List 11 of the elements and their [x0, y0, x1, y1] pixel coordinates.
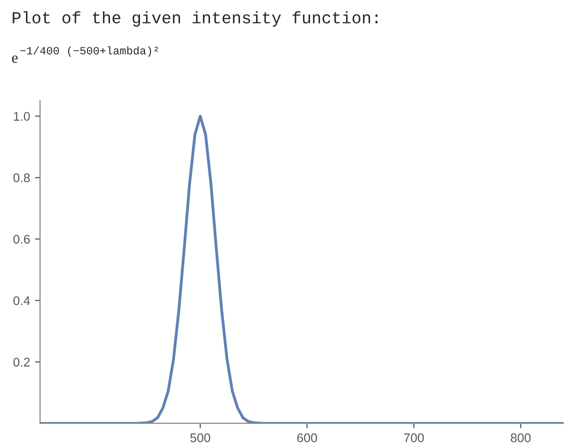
- y-tick-label: 0.6: [13, 234, 30, 244]
- chart-subtitle: e−1/400 (−500+lambda)²: [12, 46, 158, 63]
- y-tick-label: 1.0: [14, 112, 30, 121]
- y-tick-label: 0.4: [13, 296, 30, 306]
- x-tick-label: 800: [510, 433, 531, 442]
- y-tick-label: 0.8: [13, 173, 30, 182]
- chart-title: Plot of the given intensity function:: [12, 11, 378, 27]
- x-tick-label: 500: [190, 433, 210, 442]
- y-tick-label: 0.2: [13, 358, 30, 367]
- x-tick-label: 700: [404, 433, 424, 442]
- x-tick-label: 600: [297, 433, 318, 442]
